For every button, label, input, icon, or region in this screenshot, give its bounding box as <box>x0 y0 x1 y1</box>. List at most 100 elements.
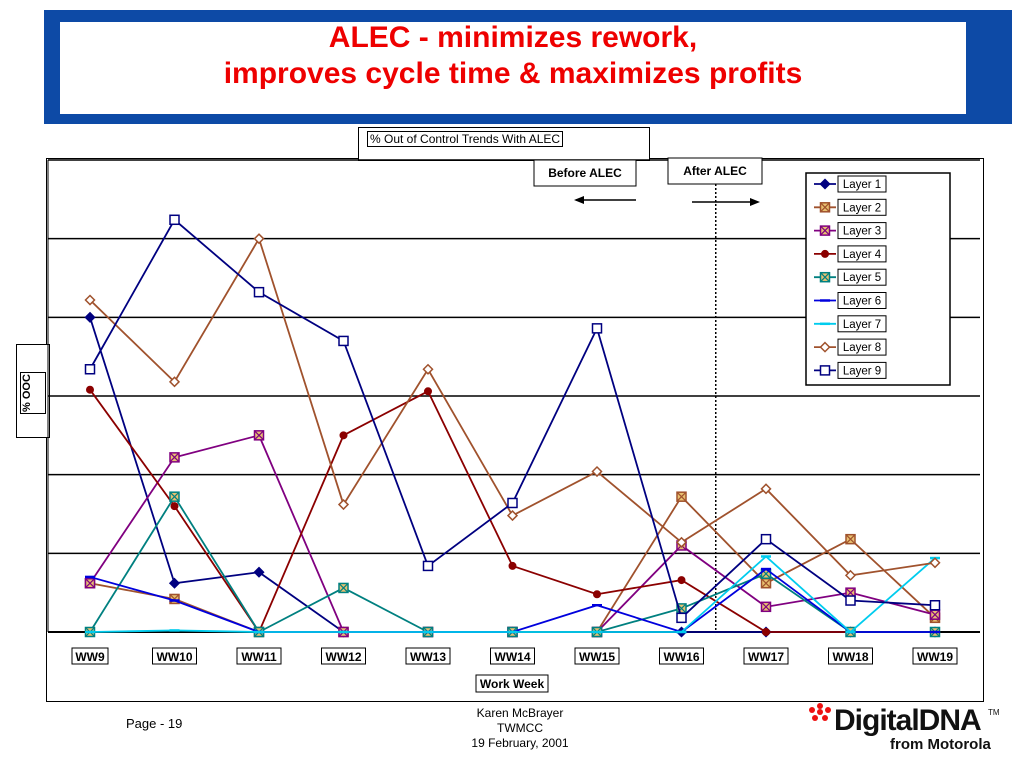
layer-8-point <box>675 536 688 548</box>
x-tick-label: WW16 <box>664 650 700 664</box>
logo-subtitle: from Motorola <box>890 736 991 753</box>
x-tick-box <box>405 647 451 665</box>
layer-8-point <box>253 233 265 245</box>
x-tick-label: WW12 <box>326 650 362 664</box>
layer-9-point <box>422 560 434 572</box>
x-tick-box <box>490 647 535 665</box>
legend-label-layer-4: Layer 4 <box>843 249 882 261</box>
layer-4-point <box>762 628 770 636</box>
layer-3-point <box>84 577 96 589</box>
x-tick-box <box>743 647 789 665</box>
page-number: Page - 19 <box>126 716 183 731</box>
layer-8-point <box>422 363 434 375</box>
legend-marker-layer-4 <box>821 249 829 258</box>
layer-3-point <box>169 452 180 463</box>
layer-5-point <box>169 491 180 502</box>
layer-8-point <box>760 483 772 495</box>
layer-8-point <box>506 510 519 522</box>
layer-9-point <box>169 214 180 226</box>
layer-1-point <box>168 577 181 589</box>
x-tick-box <box>912 647 958 665</box>
legend-label-layer-7: Layer 7 <box>843 319 881 331</box>
layer-4-point <box>508 561 517 570</box>
x-tick-label: WW14 <box>495 650 531 664</box>
x-tick-label: WW11 <box>241 650 277 664</box>
after-alec-box <box>667 157 763 185</box>
layer-3-point <box>253 430 265 441</box>
slide-title-line1: ALEC - minimizes rework, <box>328 21 698 54</box>
legend-label-box <box>837 361 887 379</box>
author-name: Karen McBrayer <box>476 706 564 720</box>
footer-author-block: Karen McBrayer TWMCC 19 February, 2001 <box>446 706 594 751</box>
x-axis-label-box <box>475 674 549 693</box>
legend-label-box <box>837 198 887 216</box>
layer-5-point <box>338 582 349 594</box>
layer-4-point <box>170 502 179 511</box>
legend-label-box <box>837 315 887 333</box>
layer-2-point <box>760 577 772 589</box>
legend-marker-layer-5 <box>819 271 831 283</box>
before-arrow-head <box>574 196 584 204</box>
legend-label-box <box>837 292 887 309</box>
x-tick-label: WW9 <box>75 650 105 664</box>
layer-9-point <box>507 497 518 509</box>
legend-label-layer-6: Layer 6 <box>843 296 881 308</box>
legend-label-box <box>837 175 887 193</box>
x-tick-label: WW15 <box>579 650 615 664</box>
slide-title-line2: improves cycle time & maximizes profits <box>223 57 803 90</box>
x-tick-label: WW17 <box>748 650 784 664</box>
before-alec-label: Before ALEC <box>548 166 622 180</box>
layer-2-point <box>845 533 856 545</box>
after-alec-label: After ALEC <box>683 164 747 178</box>
legend-label-box <box>837 338 887 356</box>
x-tick-label: WW18 <box>833 650 869 664</box>
x-axis-label: Work Week <box>480 677 545 691</box>
layer-8-point <box>168 376 181 388</box>
legend-label-layer-9: Layer 9 <box>843 365 881 377</box>
layer-8-point <box>591 465 603 478</box>
layer-3-point <box>929 609 941 620</box>
x-tick-box <box>659 647 704 665</box>
legend-marker-layer-1 <box>819 178 831 190</box>
title-panel <box>60 22 966 114</box>
layer-4-point <box>86 385 94 394</box>
x-tick-box <box>828 647 873 665</box>
layer-9-point <box>253 286 265 298</box>
layer-9-point <box>676 612 687 624</box>
legend-label-layer-5: Layer 5 <box>843 272 881 284</box>
layer-8-point <box>337 498 350 511</box>
layer-1-point <box>84 311 96 323</box>
layer-3-point <box>760 601 772 613</box>
legend-label-layer-2: Layer 2 <box>843 202 881 214</box>
chart-title: % Out of Control Trends With ALEC <box>367 131 564 147</box>
x-tick-box <box>574 647 620 665</box>
layer-4-point <box>424 387 432 396</box>
layer-9-point <box>591 323 603 334</box>
x-tick-box <box>236 647 282 665</box>
legend-label-box <box>837 222 887 240</box>
x-tick-box <box>152 647 197 665</box>
layer-9-point <box>760 533 772 545</box>
logo-star-icon <box>809 703 831 721</box>
layer-4-point <box>593 590 601 599</box>
legend-marker-layer-2 <box>819 202 831 213</box>
logo-wordmark: DigitalDNA <box>834 704 982 737</box>
legend-label-layer-8: Layer 8 <box>843 342 881 354</box>
x-tick-box <box>321 647 366 665</box>
legend-marker-layer-8 <box>819 341 831 353</box>
layer-1-point <box>253 566 265 578</box>
layer-9-point <box>338 335 349 347</box>
legend-marker-layer-9 <box>819 365 831 376</box>
after-arrow-head <box>750 198 760 206</box>
legend-marker-layer-3 <box>819 225 831 236</box>
x-tick-box <box>71 647 109 665</box>
slide-title: ALEC - minimizes rework, improves cycle … <box>60 20 966 92</box>
layer-8-point <box>929 557 941 569</box>
slide-date: 19 February, 2001 <box>471 736 569 750</box>
x-tick-label: WW19 <box>917 650 953 664</box>
layer-8-point <box>84 294 96 306</box>
layer-2-point <box>676 491 687 502</box>
legend-label-box <box>837 245 887 263</box>
before-alec-box <box>533 159 637 187</box>
